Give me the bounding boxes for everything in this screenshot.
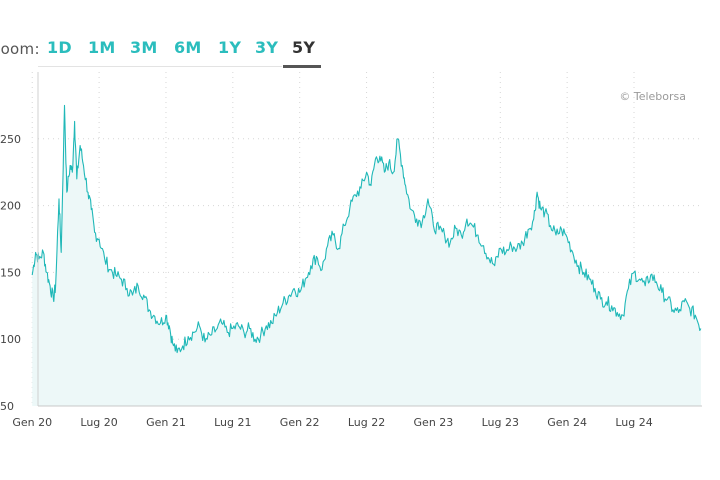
zoom-1d-button[interactable]: 1D bbox=[47, 38, 72, 57]
y-tick-label: 200 bbox=[0, 200, 21, 213]
zoom-1y-button[interactable]: 1Y bbox=[218, 38, 242, 57]
zoom-6m-button[interactable]: 6M bbox=[174, 38, 202, 57]
x-tick-label: Gen 20 bbox=[12, 416, 52, 429]
x-tick-label: Gen 22 bbox=[280, 416, 320, 429]
x-tick-label: Gen 24 bbox=[547, 416, 587, 429]
x-tick-label: Lug 21 bbox=[214, 416, 251, 429]
y-tick-label: 50 bbox=[0, 400, 14, 413]
series-layer bbox=[31, 104, 702, 407]
zoom-1m-button[interactable]: 1M bbox=[88, 38, 116, 57]
y-tick-label: 250 bbox=[0, 133, 21, 146]
zoom-divider bbox=[38, 66, 282, 67]
zoom-3y-button[interactable]: 3Y bbox=[255, 38, 279, 57]
zoom-5y-button[interactable]: 5Y bbox=[292, 38, 316, 57]
zoom-active-indicator bbox=[283, 65, 321, 68]
x-tick-label: Lug 20 bbox=[80, 416, 117, 429]
y-tick-label: 150 bbox=[0, 266, 21, 279]
zoom-range-selector: Zoom: 1D 1M 3M 6M 1Y 3Y 5Y bbox=[0, 34, 330, 68]
price-area-fill bbox=[32, 105, 701, 407]
zoom-3m-button[interactable]: 3M bbox=[130, 38, 158, 57]
chart-canvas: 50 100 150 200 250 Gen 20 Lug 20 Gen 21 Lug 21 Ge… bbox=[0, 72, 702, 429]
x-tick-label: Lug 22 bbox=[348, 416, 385, 429]
zoom-label: Zoom: bbox=[0, 40, 40, 58]
price-series-line bbox=[31, 104, 702, 354]
x-tick-label: Lug 23 bbox=[482, 416, 519, 429]
x-tick-label: Gen 23 bbox=[414, 416, 454, 429]
source-credit: © Teleborsa bbox=[619, 90, 686, 103]
x-tick-label: Lug 24 bbox=[615, 416, 652, 429]
x-tick-label: Gen 21 bbox=[146, 416, 186, 429]
price-chart[interactable]: 50 100 150 200 250 Gen 20 Lug 20 Gen 21 Lug 21 Ge… bbox=[0, 70, 720, 430]
axis-layer: 50 100 150 200 250 Gen 20 Lug 20 Gen 21 Lug 21 Ge… bbox=[0, 72, 702, 429]
y-tick-label: 100 bbox=[0, 333, 21, 346]
